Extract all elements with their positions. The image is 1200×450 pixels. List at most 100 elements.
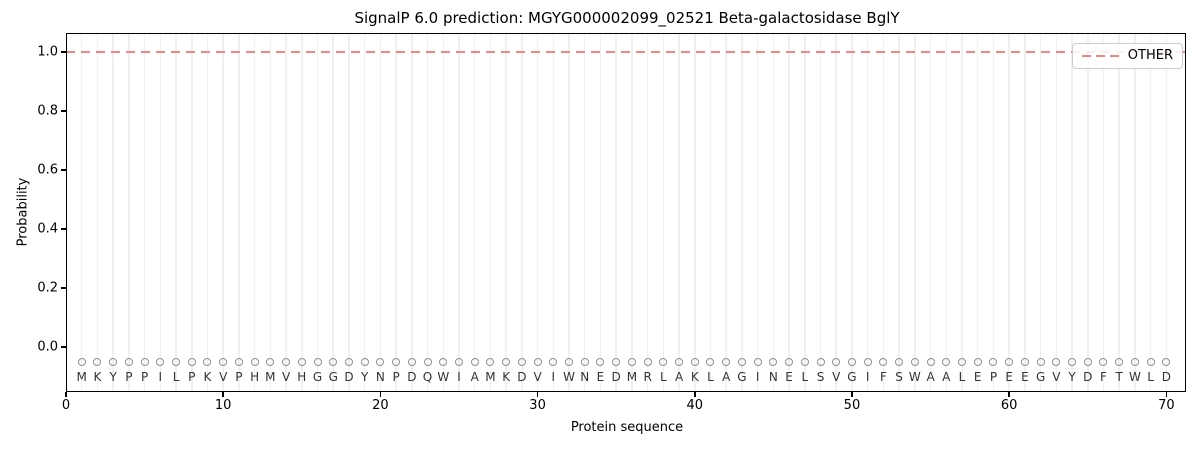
residue-marker	[549, 357, 558, 366]
residue-marker	[470, 357, 479, 366]
residue-marker	[690, 357, 699, 366]
gridline	[615, 33, 617, 392]
gridline	[976, 33, 979, 392]
residue-letter: T	[1115, 369, 1123, 384]
x-tick-mark	[222, 392, 224, 397]
x-tick-label: 60	[1000, 398, 1018, 413]
gridline	[725, 33, 727, 392]
residue-marker	[329, 357, 338, 366]
residue-letter: A	[470, 369, 479, 384]
x-tick-mark	[379, 392, 382, 397]
residue-letter: D	[611, 369, 621, 384]
residue-marker	[565, 357, 574, 366]
residue-letter: I	[865, 369, 870, 384]
gridline	[678, 33, 680, 392]
residue-marker	[580, 357, 589, 366]
x-tick-mark	[694, 392, 696, 397]
residue-letter: N	[375, 369, 385, 384]
gridline	[505, 33, 507, 392]
residue-letter: Y	[360, 369, 369, 384]
x-tick-label: 30	[529, 398, 546, 413]
residue-letter: G	[312, 369, 323, 384]
residue-marker	[140, 357, 149, 366]
residue-letter: A	[926, 369, 935, 384]
residue-letter: F	[879, 369, 887, 384]
residue-letter: W	[437, 369, 450, 384]
gridline	[1024, 33, 1026, 392]
residue-marker	[1052, 357, 1061, 366]
residue-letter: D	[344, 369, 354, 384]
gridline	[788, 33, 790, 392]
y-tick-mark	[60, 287, 66, 289]
gridline	[662, 33, 665, 392]
residue-marker	[722, 357, 731, 366]
residue-letter: I	[755, 369, 760, 384]
gridline	[80, 33, 83, 392]
chart-title: SignalP 6.0 prediction: MGYG000002099_02…	[354, 9, 900, 27]
residue-letter: N	[768, 369, 778, 384]
gridline	[442, 33, 444, 392]
residue-letter: K	[502, 369, 511, 384]
gridline	[206, 33, 209, 392]
residue-marker	[926, 357, 935, 366]
residue-marker	[376, 357, 385, 366]
residue-letter: P	[392, 369, 400, 384]
gridline	[929, 33, 932, 392]
residue-letter: V	[219, 369, 228, 384]
residue-letter: H	[297, 369, 307, 384]
gridline	[159, 33, 162, 392]
residue-letter: W	[908, 369, 921, 384]
gridline	[473, 33, 476, 392]
residue-letter: V	[281, 369, 291, 384]
residue-marker	[439, 357, 448, 366]
residue-letter: M	[265, 369, 276, 384]
residue-marker	[1162, 357, 1171, 366]
residue-marker	[1036, 357, 1045, 366]
residue-marker	[219, 357, 228, 366]
residue-marker	[769, 357, 778, 366]
residue-marker	[187, 357, 196, 366]
gridline	[992, 33, 995, 392]
residue-marker	[344, 357, 353, 366]
gridline	[804, 33, 806, 392]
residue-marker	[109, 357, 118, 366]
residue-letter: G	[847, 369, 857, 384]
residue-marker	[800, 357, 809, 366]
gridline	[898, 33, 900, 392]
y-tick-label: 0.6	[37, 162, 58, 178]
y-tick-label: 0.2	[37, 280, 58, 296]
residue-letter: L	[801, 369, 809, 384]
residue-letter: A	[942, 369, 951, 384]
gridline	[1134, 33, 1136, 392]
residue-letter: D	[517, 369, 527, 384]
gridline	[379, 33, 382, 392]
x-tick-label: 10	[214, 398, 232, 413]
residue-marker	[816, 357, 825, 366]
residue-letter: L	[659, 369, 667, 384]
y-tick-mark	[60, 51, 66, 53]
gridline	[694, 33, 696, 392]
gridline	[631, 33, 633, 392]
gridline	[128, 33, 130, 392]
gridline	[348, 33, 350, 392]
residue-letter: Y	[1068, 369, 1076, 384]
y-tick-label: 0.4	[37, 221, 58, 237]
x-tick-label: 40	[686, 398, 704, 413]
residue-letter: E	[785, 369, 793, 384]
x-tick-label: 50	[843, 398, 861, 413]
gridline	[316, 33, 319, 392]
residue-letter: W	[1128, 369, 1141, 384]
x-tick-mark	[536, 392, 539, 397]
x-tick-mark	[851, 392, 853, 397]
gridline	[411, 33, 413, 392]
gridline	[238, 33, 240, 392]
gridline	[285, 33, 287, 392]
gridline	[191, 33, 193, 392]
residue-letter: M	[76, 369, 87, 384]
gridline	[143, 33, 146, 392]
residue-letter: M	[626, 369, 638, 384]
residue-letter: E	[596, 369, 605, 384]
legend-label: OTHER	[1127, 48, 1173, 63]
gridline	[269, 33, 272, 392]
residue-letter: D	[407, 369, 417, 384]
